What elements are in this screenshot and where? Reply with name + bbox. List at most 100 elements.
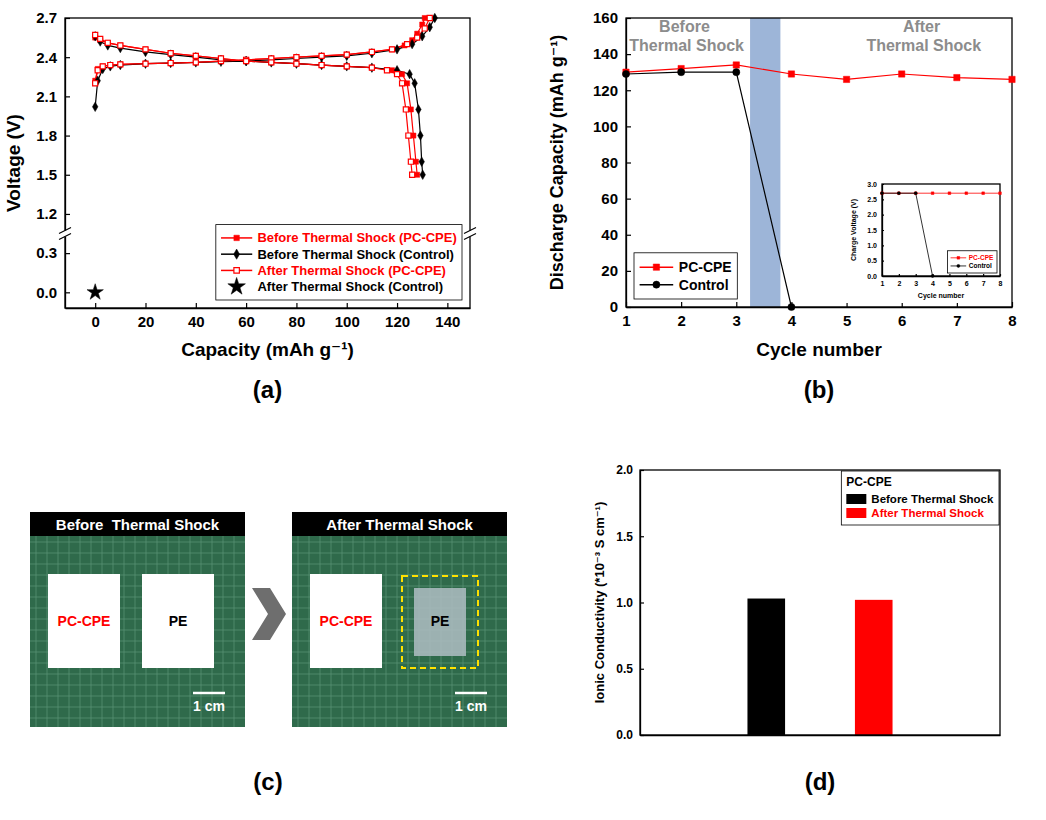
tick-label: 40 <box>188 313 205 330</box>
tick-label: 0.0 <box>867 273 877 280</box>
tick: 1.0 <box>867 242 884 249</box>
data-point <box>982 192 985 195</box>
data-point <box>389 47 394 52</box>
panel-label: (b) <box>804 376 835 403</box>
sample-label: PE <box>431 613 450 629</box>
shaded-band <box>750 18 780 307</box>
data-point <box>97 37 102 46</box>
series-markers <box>881 192 1002 278</box>
tick: 60 <box>238 303 255 330</box>
annotation-line: After <box>903 18 945 35</box>
data-point <box>105 40 110 45</box>
tick-mark <box>447 303 448 308</box>
tick: 140 <box>593 45 631 62</box>
data-point <box>415 35 420 40</box>
data-point <box>294 55 299 60</box>
data-point <box>100 64 105 69</box>
tick: 1.5 <box>867 227 884 234</box>
tick-mark <box>196 303 197 308</box>
grid-pattern <box>234 536 235 727</box>
data-point <box>118 62 123 67</box>
data-point <box>965 192 968 195</box>
data-point <box>898 192 901 195</box>
legend-swatch <box>846 508 866 518</box>
tick: 1.5 <box>616 530 644 544</box>
tick-label: 3.0 <box>867 181 877 188</box>
legend-label: After Thermal Shock (PC-CPE) <box>257 263 446 278</box>
tick: 0.5 <box>867 257 884 264</box>
tick: 100 <box>593 118 631 135</box>
axis-break-mark <box>59 228 71 234</box>
tick-label: 0.5 <box>616 662 633 676</box>
grid-pattern <box>30 685 245 686</box>
data-point <box>411 133 416 138</box>
tick-mark <box>347 303 348 308</box>
tick: 8 <box>1008 302 1016 329</box>
photo-ground <box>292 512 507 727</box>
tick-mark <box>640 470 644 471</box>
data-point <box>98 36 103 41</box>
data-point <box>105 40 110 45</box>
inset: 123456780.00.51.01.52.02.53.0PC-CPEContr… <box>844 176 1006 303</box>
data-point <box>369 65 374 70</box>
tick: 2.0 <box>867 211 884 218</box>
annotation-line: Thermal Shock <box>866 37 981 54</box>
tick: 6 <box>965 274 969 287</box>
sample-film <box>310 574 382 668</box>
axis-line <box>641 735 1001 736</box>
tick-label: 160 <box>593 9 618 26</box>
series-markers <box>622 62 1015 311</box>
data-point <box>369 49 374 54</box>
tick-mark <box>882 245 884 246</box>
grid-pattern <box>397 536 398 727</box>
data-point <box>394 72 399 77</box>
tick: 20 <box>601 262 631 279</box>
sample-label: PE <box>169 613 188 629</box>
data-point <box>369 49 374 58</box>
sample-label: PC-CPE <box>320 613 373 629</box>
photo-header <box>30 512 245 536</box>
data-point <box>422 15 427 20</box>
legend-item: Control <box>640 277 729 293</box>
data-point <box>344 51 349 60</box>
tick-label: 1.5 <box>36 166 57 183</box>
tick: 2 <box>677 302 685 329</box>
tick-mark <box>626 307 631 308</box>
bar <box>747 599 785 735</box>
data-point <box>100 64 105 69</box>
data-point <box>788 303 795 310</box>
series-lines <box>882 193 1000 276</box>
data-point <box>108 62 113 71</box>
sample-film <box>142 574 214 668</box>
data-point <box>87 284 103 300</box>
tick-label: 1 <box>881 280 885 287</box>
legend-item: Control <box>951 262 992 269</box>
tick-label: 0.0 <box>616 728 633 742</box>
tick: 60 <box>601 190 631 207</box>
tick-mark <box>983 274 984 276</box>
tick: 1.2 <box>36 205 70 222</box>
data-point <box>118 62 123 67</box>
sample-label: PC-CPE <box>58 613 111 629</box>
tick-mark <box>626 90 631 91</box>
data-point <box>193 60 198 65</box>
data-point <box>403 107 408 112</box>
data-point <box>319 62 324 67</box>
photo-image: Before Thermal ShockPC-CPEPE1 cm <box>30 512 245 727</box>
tick-label: 2.7 <box>36 9 57 26</box>
data-point <box>408 107 413 112</box>
grid-pattern <box>292 718 507 719</box>
tick: 2.1 <box>36 88 70 105</box>
data-point <box>143 59 148 68</box>
axis-title: Voltage (V) <box>3 114 24 212</box>
legend: Before Thermal Shock (PC-CPE)Before Ther… <box>216 225 462 300</box>
data-point <box>319 53 324 58</box>
tick: 140 <box>435 303 460 330</box>
axis: 020406080100120140160 <box>593 9 631 315</box>
grid-pattern <box>135 536 136 727</box>
tick: 20 <box>138 303 155 330</box>
data-point <box>369 63 374 72</box>
data-point <box>105 41 110 50</box>
data-point <box>413 159 418 164</box>
inset-background <box>844 176 1006 303</box>
